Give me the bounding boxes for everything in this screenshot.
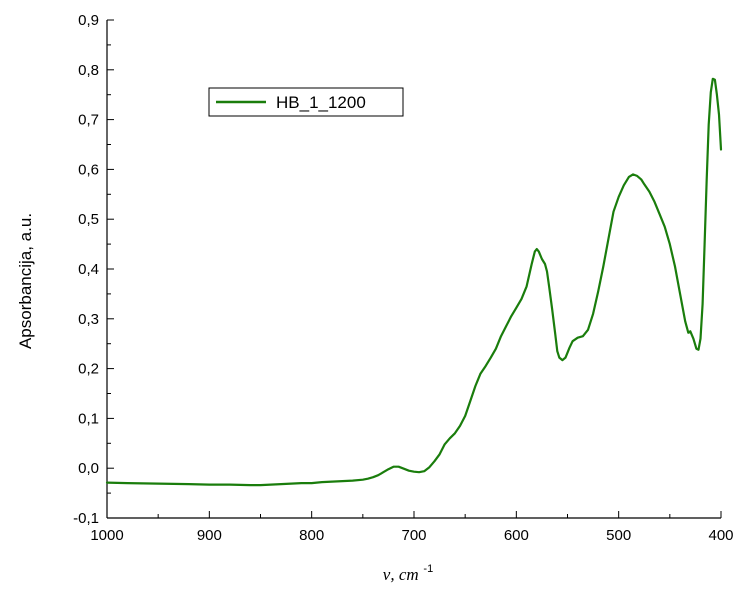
x-tick-label: 700 [401, 527, 426, 544]
y-tick-label: 0,0 [78, 460, 99, 477]
axes [106, 20, 721, 519]
y-tick-label: 0,5 [78, 211, 99, 228]
x-tick-label: 800 [299, 527, 324, 544]
x-tick-label: 400 [708, 527, 733, 544]
x-tick-label: 1000 [90, 527, 123, 544]
x-tick-label: 600 [504, 527, 529, 544]
x-axis-title: ν, cm -1 [383, 563, 433, 584]
y-tick-label: 0,1 [78, 410, 99, 427]
x-tick-label: 900 [197, 527, 222, 544]
y-tick-label: 0,4 [78, 261, 99, 278]
y-tick-label: 0,9 [78, 12, 99, 29]
series [105, 77, 723, 487]
series-line-HB_1_1200 [105, 77, 723, 487]
y-tick-label: 0,7 [78, 112, 99, 129]
y-tick-label: 0,2 [78, 361, 99, 378]
x-axis-title-exponent: -1 [423, 563, 433, 575]
y-tick-label: 0,8 [78, 62, 99, 79]
y-tick-label: -0,1 [73, 510, 99, 527]
ticks: -0,1 0,0 0,1 0,2 0,3 0,4 0,5 0,6 0,7 0,8 0,9 1000 90… [73, 12, 733, 544]
x-tick-label: 500 [606, 527, 631, 544]
y-tick-label: 0,3 [78, 311, 99, 328]
x-axis-title-main: ν, cm [383, 565, 419, 584]
legend-label: HB_1_1200 [276, 93, 366, 112]
y-tick-label: 0,6 [78, 161, 99, 178]
y-axis-title: Apsorbancija, a.u. [16, 213, 35, 349]
legend: HB_1_1200 [208, 87, 404, 117]
